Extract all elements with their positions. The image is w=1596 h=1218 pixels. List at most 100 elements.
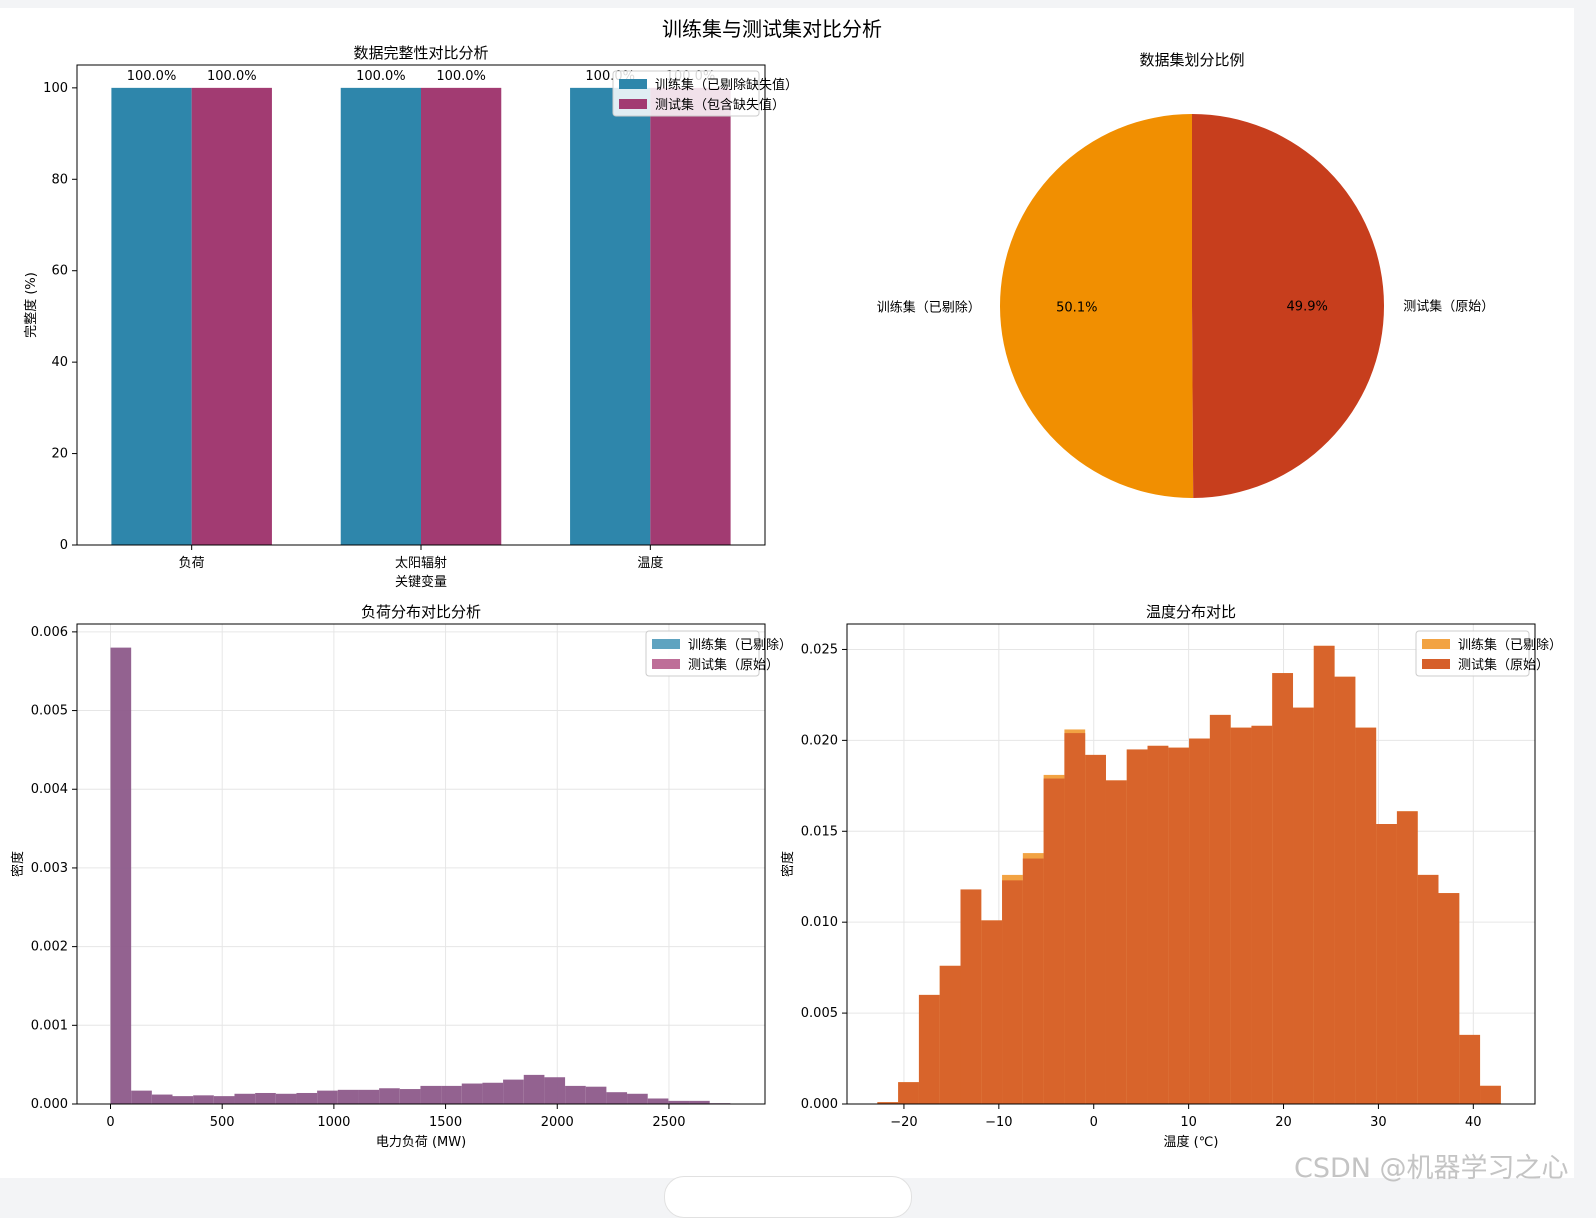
temp-test-bar: [1459, 1035, 1480, 1104]
bar-data-label: 100.0%: [356, 69, 406, 84]
load-hist-bar: [296, 1093, 317, 1104]
watermark: CSDN @机器学习之心: [1294, 1146, 1569, 1185]
load-hist-bar: [627, 1094, 648, 1104]
temp-ytick-label: 0.010: [801, 915, 838, 930]
temp-test-bar: [1293, 708, 1314, 1104]
temp-ytick-label: 0.000: [801, 1097, 838, 1112]
load-ytick-label: 0.002: [31, 940, 68, 955]
bar-data-label: 100.0%: [127, 69, 177, 84]
temp-test-bar: [1127, 749, 1148, 1104]
load-hist-bar: [276, 1094, 297, 1104]
temp-test-bar: [1064, 733, 1085, 1104]
load-hist-bar: [400, 1089, 421, 1104]
bar-ytick-label: 80: [51, 172, 68, 187]
load-hist-bar: [524, 1075, 545, 1104]
temp-test-bar: [1438, 893, 1459, 1104]
load-xtick-label: 1000: [317, 1115, 350, 1130]
load-ytick-label: 0.005: [31, 704, 68, 719]
load-xtick-label: 500: [210, 1115, 235, 1130]
load-hist-bar: [172, 1096, 193, 1104]
bar-1-0: [192, 88, 272, 545]
temp-test-bar: [940, 966, 961, 1104]
load-hist-bar: [441, 1086, 462, 1104]
temp-ytick-label: 0.025: [801, 642, 838, 657]
temp-xtick-label: 0: [1090, 1115, 1098, 1130]
load-hist-bar: [338, 1090, 359, 1104]
temp-test-bar: [981, 920, 1002, 1104]
load-hist-bar: [234, 1094, 255, 1104]
bar-xtick-label: 太阳辐射: [395, 555, 447, 571]
load-hist-bar: [586, 1087, 607, 1104]
load-hist-bar: [565, 1086, 586, 1104]
bar-chart-title: 数据完整性对比分析: [353, 44, 488, 62]
suptitle: 训练集与测试集对比分析: [662, 17, 882, 41]
bar-ytick-label: 20: [51, 447, 68, 462]
temp-ytick-label: 0.015: [801, 824, 838, 839]
bar-ytick-label: 100: [43, 81, 68, 96]
bar-legend-swatch: [619, 79, 647, 89]
bar-ytick-label: 40: [51, 355, 68, 370]
pie-label: 测试集（原始）: [1403, 298, 1494, 314]
temp-test-bar: [1148, 746, 1169, 1104]
bar-ylabel: 完整度 (%): [23, 272, 39, 338]
temp-legend-swatch: [1422, 659, 1450, 669]
temp-legend-swatch: [1422, 639, 1450, 649]
load-hist-bar: [214, 1096, 235, 1104]
load-hist-bar: [111, 648, 132, 1104]
load-xtick-label: 2000: [541, 1115, 574, 1130]
bar-legend-label: 测试集（包含缺失值）: [655, 97, 785, 113]
temp-test-bar: [1314, 646, 1335, 1104]
load-hist-bar: [255, 1093, 276, 1104]
temp-test-bar: [1002, 880, 1023, 1104]
bar-0-1: [341, 88, 421, 545]
bar-xtick-label: 负荷: [179, 556, 205, 571]
temp-test-bar: [1418, 875, 1439, 1104]
load-hist-bar: [606, 1092, 627, 1104]
temp-xtick-label: 20: [1275, 1115, 1292, 1130]
temp-legend-label: 测试集（原始）: [1458, 657, 1549, 673]
temp-test-bar: [1106, 780, 1127, 1104]
load-hist-bar: [544, 1077, 565, 1104]
load-ylabel: 密度: [10, 851, 26, 877]
load-legend-label: 测试集（原始）: [688, 657, 779, 673]
load-hist-bar: [379, 1088, 400, 1104]
temp-xtick-label: −10: [985, 1115, 1012, 1130]
bar-0-0: [111, 88, 191, 545]
temp-test-bar: [1355, 728, 1376, 1104]
load-hist-bar: [131, 1091, 152, 1104]
pie-pct-label: 50.1%: [1056, 300, 1097, 315]
temp-xtick-label: 10: [1180, 1115, 1197, 1130]
temp-test-bar: [919, 995, 940, 1104]
bottom-scroll-tab[interactable]: [664, 1176, 912, 1218]
bar-1-2: [650, 88, 730, 545]
load-hist-bar: [503, 1080, 524, 1104]
load-xtick-label: 0: [106, 1115, 114, 1130]
load-ytick-label: 0.001: [31, 1018, 68, 1033]
pie-chart-title: 数据集划分比例: [1139, 51, 1244, 69]
bar-data-label: 100.0%: [436, 69, 486, 84]
load-hist-bar: [317, 1091, 338, 1104]
bar-0-2: [570, 88, 650, 545]
temp-xlabel: 温度 (℃): [1164, 1134, 1219, 1150]
temp-test-bar: [1231, 728, 1252, 1104]
load-hist-bar: [152, 1095, 173, 1104]
load-legend-label: 训练集（已剔除）: [688, 637, 792, 653]
bar-1-1: [421, 88, 501, 545]
figure: 训练集与测试集对比分析 数据完整性对比分析 0 20 40 60 80 100 100.0% 10…: [0, 8, 1574, 1178]
load-ytick-label: 0.004: [31, 782, 68, 797]
bar-legend-label: 训练集（已剔除缺失值）: [655, 77, 798, 93]
load-hist-bar: [193, 1095, 214, 1104]
load-ytick-label: 0.003: [31, 861, 68, 876]
bar-data-label: 100.0%: [207, 69, 257, 84]
temp-test-bar: [1335, 677, 1356, 1104]
temp-ytick-label: 0.020: [801, 733, 838, 748]
temp-test-bar: [1044, 779, 1065, 1104]
temp-test-bar: [1023, 859, 1044, 1104]
temp-test-bar: [1189, 739, 1210, 1104]
temp-test-bar: [898, 1082, 919, 1104]
load-legend-swatch: [652, 659, 680, 669]
load-legend-swatch: [652, 639, 680, 649]
temp-test-bar: [1397, 811, 1418, 1104]
temp-test-bar: [1480, 1086, 1501, 1104]
temp-ytick-label: 0.005: [801, 1006, 838, 1021]
